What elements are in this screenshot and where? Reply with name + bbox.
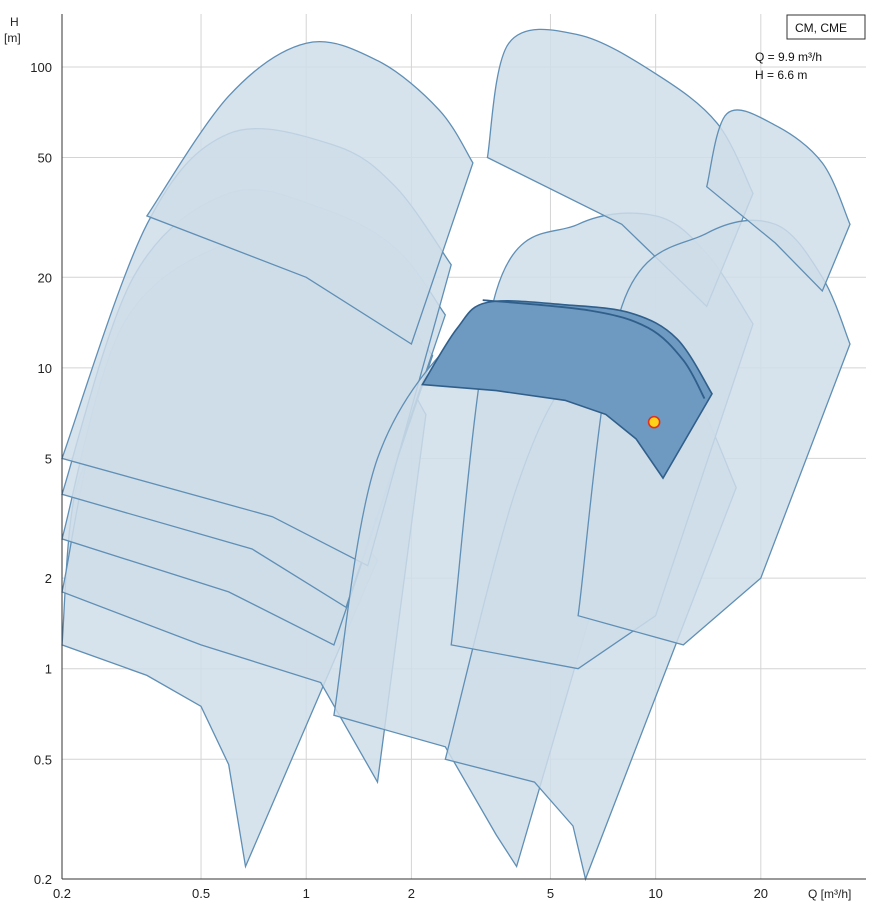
selected-pump-curve	[482, 299, 706, 400]
duty-point-marker[interactable]	[647, 415, 661, 429]
x-tick-label: 5	[547, 886, 554, 901]
performance-ranges	[61, 28, 851, 882]
performance-range	[705, 109, 851, 293]
y-axis-title-line1: H	[10, 15, 19, 29]
y-tick-label: 20	[38, 270, 52, 285]
plot-frame	[61, 14, 866, 880]
y-tick-label: 1	[45, 662, 52, 677]
y-tick-label: 0.5	[34, 752, 52, 767]
y-tick-labels: 0.2 0.5 1 2 5 10 20 50 100	[30, 60, 52, 887]
duty-point-q-readout: Q = 9.9 m³/h	[755, 50, 822, 64]
y-tick-label: 2	[45, 571, 52, 586]
x-axis-title: Q [m³/h]	[808, 887, 851, 901]
duty-point-h-readout: H = 6.6 m	[755, 68, 807, 82]
duty-point-layer	[647, 415, 661, 429]
legend: CM, CME	[786, 14, 866, 40]
y-tick-label: 5	[45, 451, 52, 466]
x-tick-labels: 0.2 0.5 1 2 5 10 20	[53, 886, 768, 901]
y-tick-label: 50	[38, 151, 52, 166]
selected-range	[421, 300, 713, 480]
y-tick-label: 100	[30, 60, 52, 75]
legend-label: CM, CME	[795, 21, 847, 35]
x-tick-label: 0.5	[192, 886, 210, 901]
x-tick-label: 1	[303, 886, 310, 901]
legend-box	[786, 14, 866, 40]
x-tick-label: 0.2	[53, 886, 71, 901]
y-tick-label: 10	[38, 361, 52, 376]
x-tick-label: 2	[408, 886, 415, 901]
y-tick-label: 0.2	[34, 872, 52, 887]
highlighted-range	[421, 299, 713, 480]
performance-range	[145, 41, 474, 345]
x-tick-label: 20	[754, 886, 768, 901]
y-axis-title-line2: [m]	[4, 31, 21, 45]
x-tick-label: 10	[648, 886, 662, 901]
